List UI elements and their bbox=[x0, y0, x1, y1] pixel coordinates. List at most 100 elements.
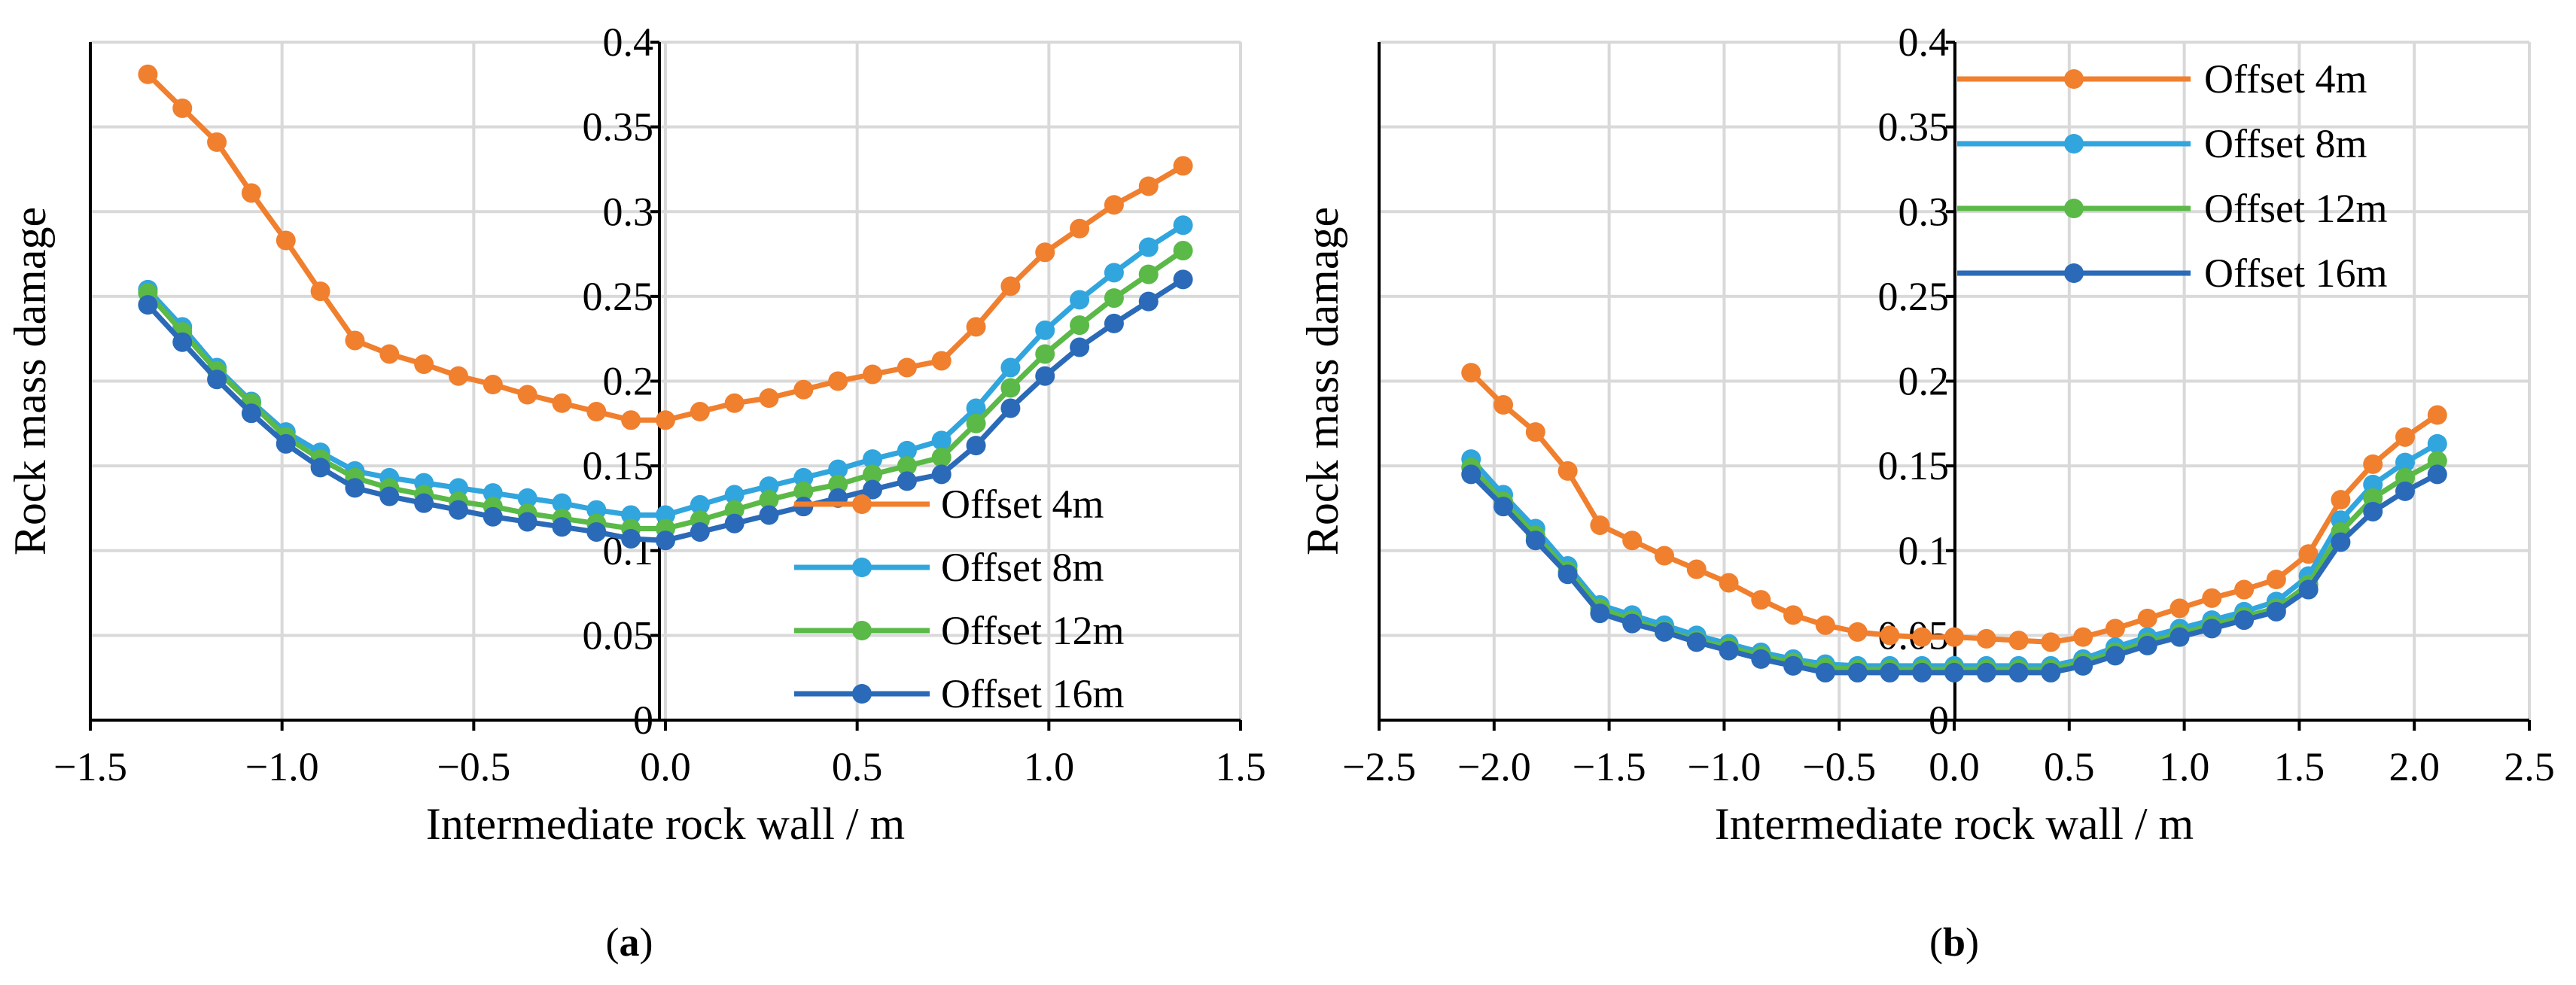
legend-marker bbox=[852, 558, 872, 577]
data-point bbox=[1070, 315, 1090, 336]
data-point bbox=[1525, 531, 1545, 551]
data-point bbox=[172, 332, 193, 352]
data-point bbox=[586, 500, 607, 520]
data-point bbox=[793, 481, 814, 501]
data-point bbox=[2298, 579, 2319, 600]
data-point bbox=[448, 500, 468, 520]
data-point bbox=[2298, 544, 2319, 564]
data-point bbox=[2202, 619, 2222, 639]
y-tick-label: 0.3 bbox=[603, 189, 654, 234]
data-point bbox=[863, 449, 883, 470]
data-point bbox=[1173, 241, 1193, 261]
data-point bbox=[241, 403, 261, 424]
legend-label: Offset 16m bbox=[941, 671, 1124, 716]
data-point bbox=[1070, 337, 1090, 357]
legend-label: Offset 4m bbox=[2204, 56, 2367, 102]
data-point bbox=[931, 464, 952, 485]
data-point bbox=[1783, 655, 1804, 676]
legend-label: Offset 16m bbox=[2204, 251, 2387, 296]
x-tick-label: 2.0 bbox=[2389, 744, 2440, 789]
data-point bbox=[690, 521, 710, 542]
x-tick-label: −1.0 bbox=[245, 744, 319, 789]
legend-label: Offset 12m bbox=[941, 608, 1124, 653]
data-point bbox=[1035, 366, 1055, 386]
data-point bbox=[2234, 579, 2255, 600]
data-point bbox=[517, 385, 537, 405]
data-point bbox=[2073, 627, 2093, 647]
data-point bbox=[863, 364, 883, 385]
data-point bbox=[656, 410, 675, 430]
data-point bbox=[863, 464, 883, 485]
data-point bbox=[2202, 588, 2222, 608]
data-point bbox=[1751, 590, 1771, 610]
data-point bbox=[1912, 662, 1932, 683]
x-tick-label: −1.5 bbox=[53, 744, 127, 789]
y-tick-label: 0.05 bbox=[583, 613, 654, 658]
data-point bbox=[966, 398, 986, 418]
data-point bbox=[552, 393, 572, 413]
x-tick-label: 2.5 bbox=[2504, 744, 2555, 789]
y-tick-label: 0.2 bbox=[603, 359, 654, 404]
y-tick-label: 0.15 bbox=[1878, 443, 1950, 488]
data-point bbox=[1000, 378, 1021, 398]
data-point bbox=[1173, 156, 1193, 176]
data-point bbox=[310, 458, 330, 478]
data-point bbox=[448, 366, 468, 386]
y-tick-label: 0.3 bbox=[1899, 189, 1950, 234]
data-point bbox=[2137, 635, 2157, 655]
x-tick-label: −0.5 bbox=[1802, 744, 1876, 789]
data-point bbox=[759, 476, 779, 497]
data-point bbox=[621, 528, 641, 549]
data-point bbox=[414, 493, 434, 513]
data-point bbox=[2137, 608, 2157, 628]
data-point bbox=[1104, 195, 1124, 215]
data-point bbox=[931, 351, 952, 371]
data-point bbox=[966, 317, 986, 337]
y-tick-label: 0.25 bbox=[583, 274, 654, 319]
data-point bbox=[1622, 613, 1643, 634]
data-point bbox=[690, 402, 710, 422]
data-point bbox=[1525, 422, 1545, 442]
legend-label: Offset 12m bbox=[2204, 186, 2387, 231]
data-point bbox=[1461, 363, 1481, 383]
data-point bbox=[2427, 464, 2447, 485]
y-tick-label: 0.35 bbox=[1878, 105, 1950, 150]
data-point bbox=[2170, 598, 2190, 619]
data-point bbox=[1815, 662, 1835, 683]
data-point bbox=[2363, 488, 2383, 508]
x-tick-label: 1.0 bbox=[1024, 744, 1075, 789]
x-tick-label: 1.5 bbox=[2274, 744, 2325, 789]
data-point bbox=[1104, 263, 1124, 283]
y-tick-label: 0.35 bbox=[583, 105, 654, 150]
legend-marker bbox=[852, 684, 872, 704]
chart-b: −2.5 −2.0 −1.5 −1.0 −0.5 0.0 0.5 1.0 1.5 2.0 2.5 0 0… bbox=[1298, 20, 2555, 965]
data-point bbox=[483, 375, 503, 395]
data-point bbox=[656, 531, 675, 551]
data-point bbox=[1880, 625, 1900, 646]
data-point bbox=[2041, 632, 2061, 652]
legend-marker bbox=[852, 494, 872, 514]
x-tick-label: −1.5 bbox=[1573, 744, 1646, 789]
data-point bbox=[931, 447, 952, 467]
x-tick-label: −2.5 bbox=[1342, 744, 1416, 789]
data-point bbox=[207, 369, 227, 390]
data-point bbox=[1590, 603, 1610, 624]
data-point bbox=[1847, 622, 1868, 642]
y-tick-label: 0.4 bbox=[603, 20, 654, 65]
data-point bbox=[1070, 290, 1090, 310]
data-point bbox=[448, 478, 468, 498]
data-point bbox=[1035, 344, 1055, 364]
data-point bbox=[1070, 218, 1090, 239]
data-point bbox=[345, 330, 365, 351]
data-point bbox=[379, 486, 400, 506]
data-point bbox=[517, 488, 537, 508]
data-point bbox=[2395, 452, 2415, 473]
y-axis-title: Rock mass damage bbox=[1298, 207, 1347, 555]
data-point bbox=[2266, 601, 2286, 622]
legend-marker bbox=[2064, 199, 2084, 218]
data-point bbox=[1138, 291, 1159, 312]
data-point bbox=[1751, 649, 1771, 669]
data-point bbox=[1847, 662, 1868, 683]
data-point bbox=[2363, 501, 2383, 521]
